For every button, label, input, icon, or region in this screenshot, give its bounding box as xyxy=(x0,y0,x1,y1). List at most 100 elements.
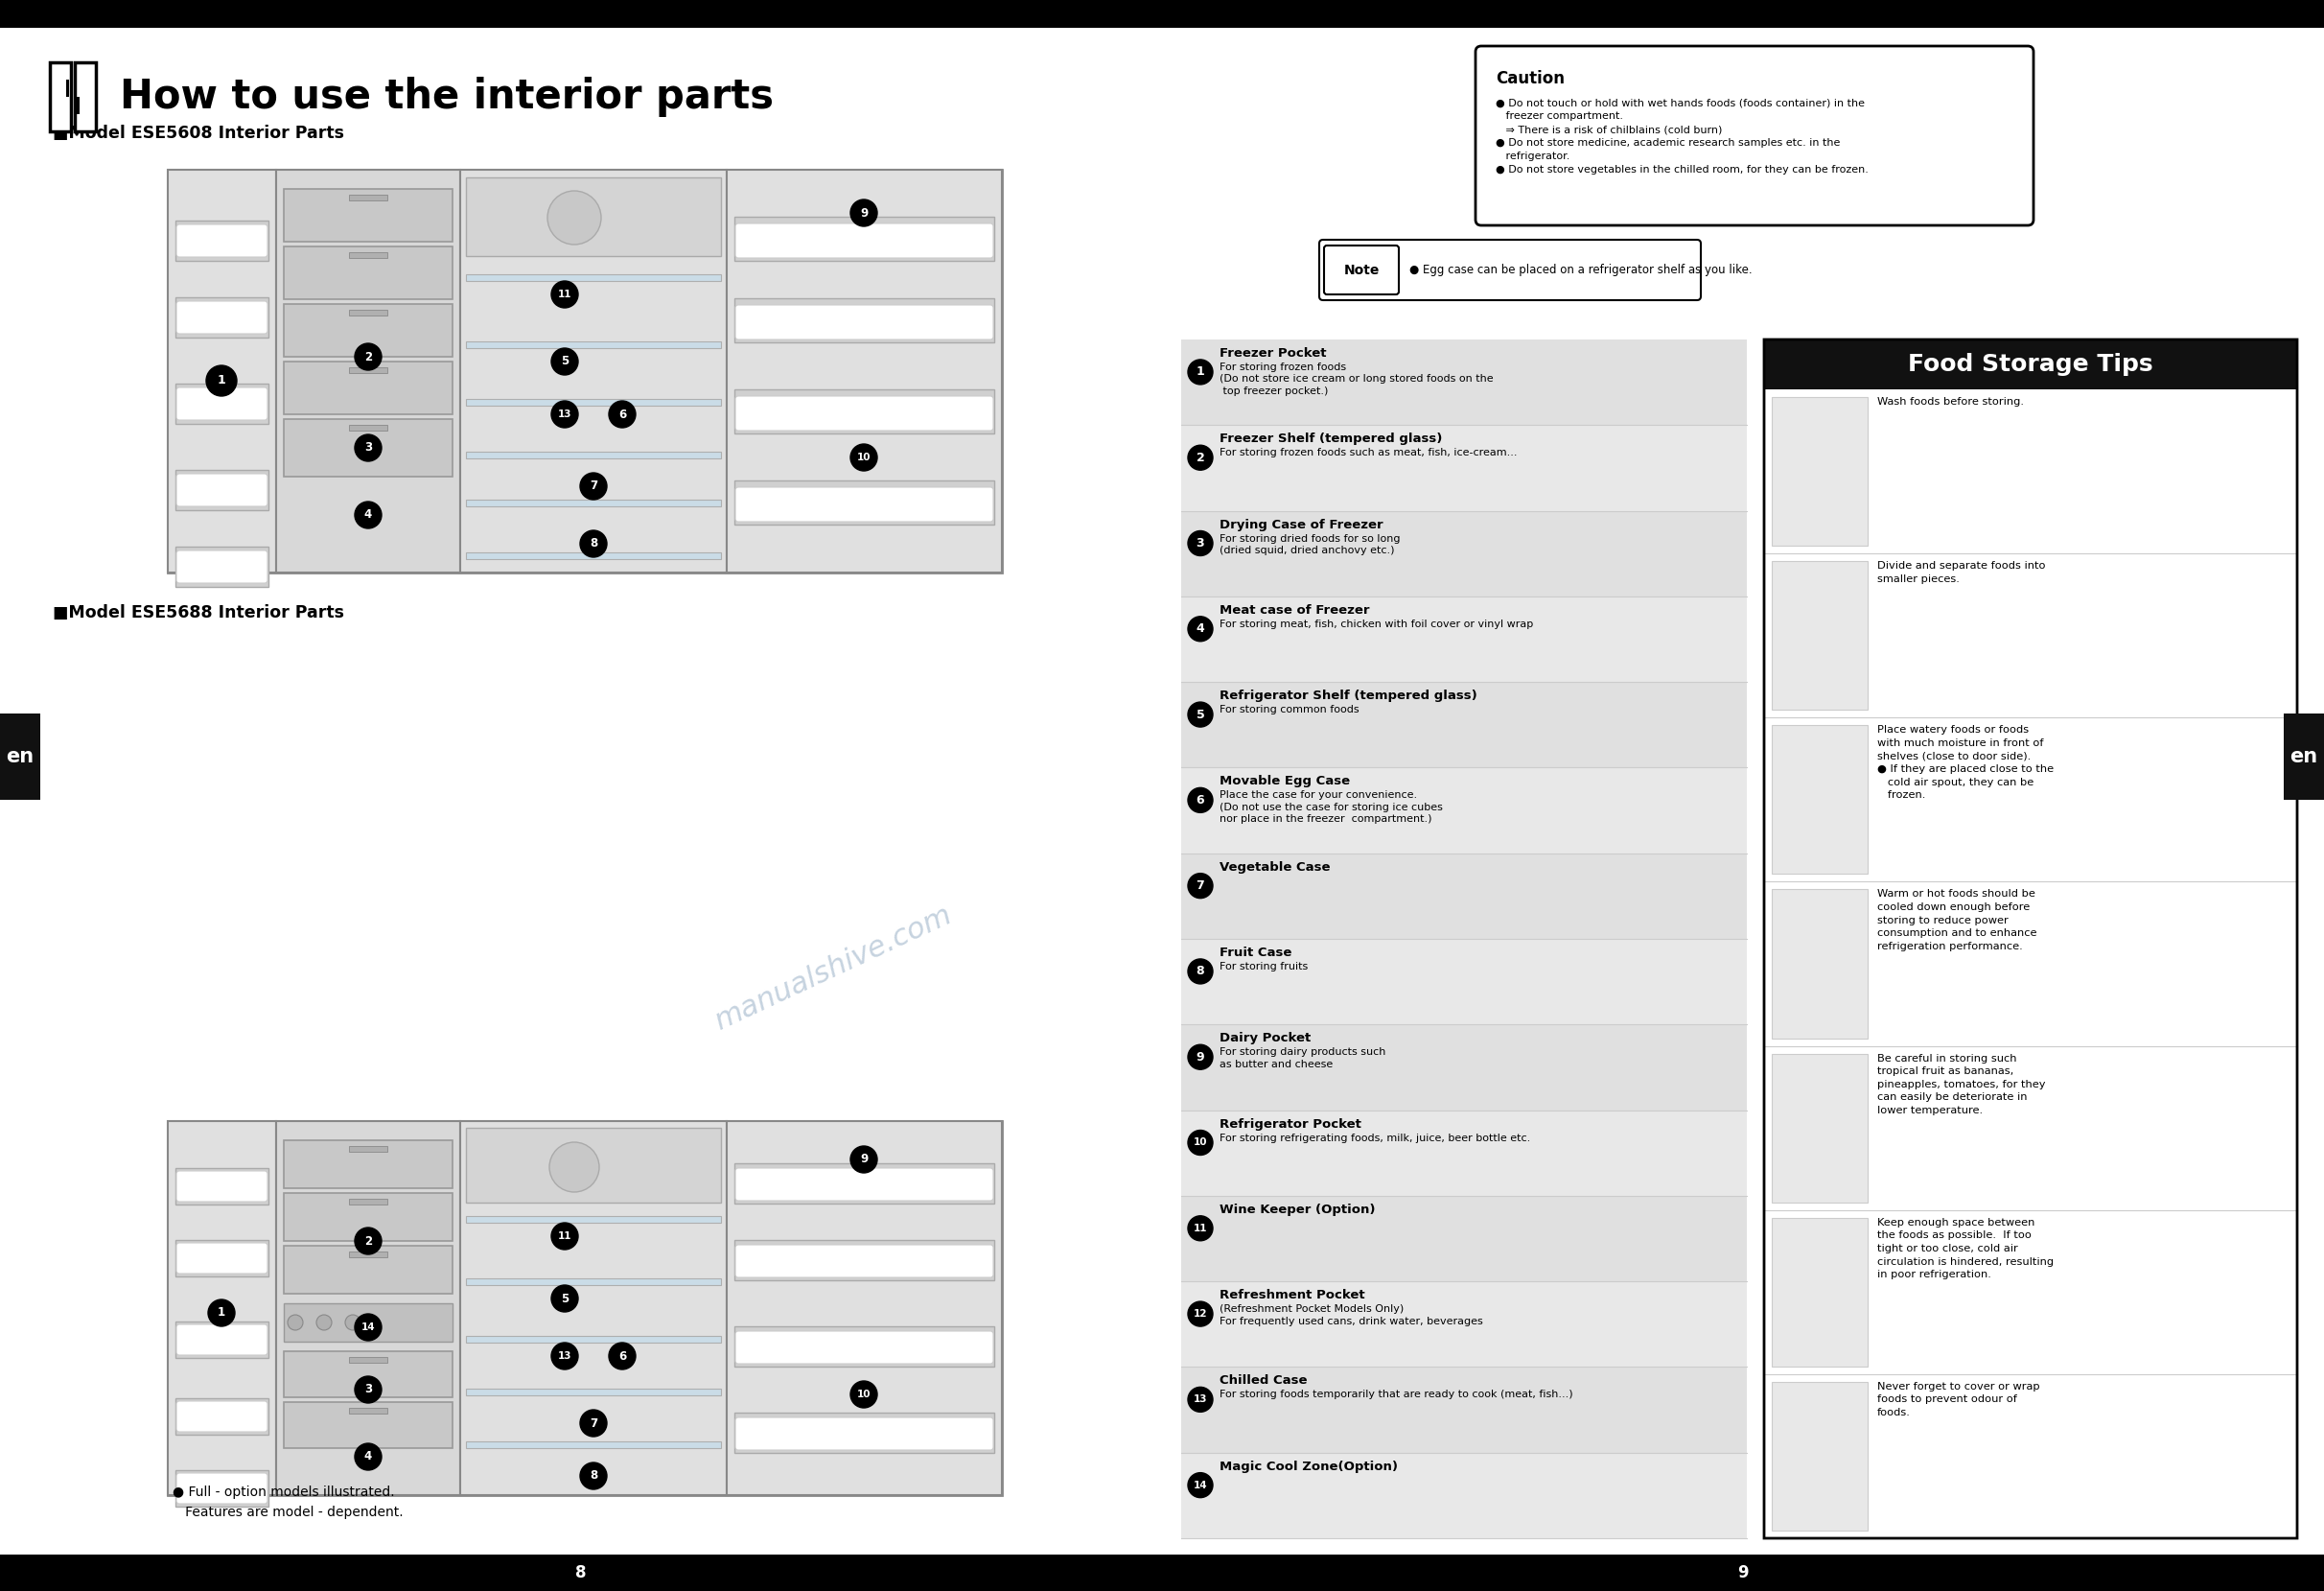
Text: 9: 9 xyxy=(860,207,867,220)
Bar xyxy=(465,452,720,458)
Bar xyxy=(1181,853,1748,939)
Bar xyxy=(465,178,720,256)
Text: Movable Egg Case: Movable Egg Case xyxy=(1220,775,1350,788)
Text: Divide and separate foods into
smaller pieces.: Divide and separate foods into smaller p… xyxy=(1878,562,2045,584)
Bar xyxy=(1181,1367,1748,1453)
Circle shape xyxy=(551,348,579,375)
FancyBboxPatch shape xyxy=(1476,46,2034,226)
Bar xyxy=(465,1336,720,1343)
Bar xyxy=(1771,889,1868,1039)
Text: For storing foods temporarily that are ready to cook (meat, fish...): For storing foods temporarily that are r… xyxy=(1220,1391,1573,1400)
Circle shape xyxy=(288,1314,302,1330)
Text: 3: 3 xyxy=(1197,538,1204,549)
Circle shape xyxy=(1188,873,1213,899)
Bar xyxy=(1771,1383,1868,1531)
Bar xyxy=(465,1216,720,1223)
Bar xyxy=(174,298,270,337)
FancyBboxPatch shape xyxy=(177,474,267,506)
Bar xyxy=(174,1239,270,1276)
Text: 7: 7 xyxy=(1197,880,1204,893)
Bar xyxy=(74,62,95,132)
Bar xyxy=(284,1193,453,1241)
FancyBboxPatch shape xyxy=(734,223,992,258)
FancyBboxPatch shape xyxy=(177,1473,267,1503)
Text: Wash foods before storing.: Wash foods before storing. xyxy=(1878,398,2024,407)
Bar xyxy=(277,1122,460,1496)
Circle shape xyxy=(356,1443,381,1470)
Bar xyxy=(349,194,388,200)
Circle shape xyxy=(1188,360,1213,385)
Bar xyxy=(1181,1281,1748,1367)
Text: For storing frozen foods
(Do not store ice cream or long stored foods on the
 to: For storing frozen foods (Do not store i… xyxy=(1220,363,1494,396)
Circle shape xyxy=(1188,1387,1213,1411)
Circle shape xyxy=(1188,1130,1213,1155)
FancyBboxPatch shape xyxy=(177,1171,267,1201)
Text: Freezer Shelf (tempered glass): Freezer Shelf (tempered glass) xyxy=(1220,433,1443,445)
Bar xyxy=(277,170,460,573)
Text: 6: 6 xyxy=(618,1349,625,1362)
Text: 4: 4 xyxy=(365,509,372,522)
Circle shape xyxy=(548,191,602,245)
Text: Drying Case of Freezer: Drying Case of Freezer xyxy=(1220,519,1383,531)
Circle shape xyxy=(356,1376,381,1403)
Circle shape xyxy=(551,282,579,307)
Text: 13: 13 xyxy=(558,1351,572,1360)
Circle shape xyxy=(551,401,579,428)
Circle shape xyxy=(851,444,876,471)
FancyBboxPatch shape xyxy=(1325,245,1399,294)
Bar xyxy=(465,552,720,558)
Text: 2: 2 xyxy=(1197,452,1204,465)
Text: Magic Cool Zone(Option): Magic Cool Zone(Option) xyxy=(1220,1461,1397,1473)
Bar xyxy=(465,274,720,282)
Text: 4: 4 xyxy=(1197,622,1204,635)
FancyBboxPatch shape xyxy=(177,1324,267,1356)
Text: ● Full - option models illustrated.
   Features are model - dependent.: ● Full - option models illustrated. Feat… xyxy=(172,1486,404,1519)
Circle shape xyxy=(356,501,381,528)
Circle shape xyxy=(1188,1216,1213,1241)
Bar xyxy=(174,383,270,423)
Text: For storing meat, fish, chicken with foil cover or vinyl wrap: For storing meat, fish, chicken with foi… xyxy=(1220,619,1534,628)
Text: 10: 10 xyxy=(1195,1138,1206,1147)
Bar xyxy=(65,80,70,97)
Circle shape xyxy=(346,1314,360,1330)
Text: 8: 8 xyxy=(590,538,597,550)
Bar xyxy=(349,310,388,315)
Bar xyxy=(284,304,453,356)
Circle shape xyxy=(316,1314,332,1330)
Bar xyxy=(460,1122,727,1496)
Bar xyxy=(0,713,40,800)
Text: Keep enough space between
the foods as possible.  If too
tight or too close, col: Keep enough space between the foods as p… xyxy=(1878,1217,2054,1279)
Bar xyxy=(1181,1453,1748,1538)
Text: Warm or hot foods should be
cooled down enough before
storing to reduce power
co: Warm or hot foods should be cooled down … xyxy=(1878,889,2036,951)
Bar xyxy=(174,469,270,511)
Bar xyxy=(734,1239,995,1281)
Circle shape xyxy=(851,199,876,226)
Bar xyxy=(284,189,453,242)
Bar xyxy=(0,1554,2324,1591)
FancyBboxPatch shape xyxy=(177,1402,267,1432)
Bar xyxy=(284,1402,453,1448)
Circle shape xyxy=(356,1314,381,1341)
Circle shape xyxy=(1188,1301,1213,1327)
Bar xyxy=(1771,398,1868,546)
Circle shape xyxy=(609,1343,637,1370)
Text: Refreshment Pocket: Refreshment Pocket xyxy=(1220,1289,1364,1301)
Text: 9: 9 xyxy=(860,1153,867,1166)
Bar xyxy=(465,1389,720,1395)
Text: 1: 1 xyxy=(218,1306,225,1319)
Text: 3: 3 xyxy=(365,1383,372,1395)
Text: 4: 4 xyxy=(365,1451,372,1464)
Circle shape xyxy=(356,1228,381,1254)
Text: 14: 14 xyxy=(360,1322,374,1332)
FancyBboxPatch shape xyxy=(734,1332,992,1363)
Bar xyxy=(1181,339,1748,1538)
Circle shape xyxy=(209,1300,235,1327)
Bar xyxy=(349,1357,388,1363)
Circle shape xyxy=(851,1146,876,1173)
Bar xyxy=(0,0,2324,27)
Text: For storing dried foods for so long
(dried squid, dried anchovy etc.): For storing dried foods for so long (dri… xyxy=(1220,533,1401,555)
Circle shape xyxy=(551,1223,579,1249)
Text: How to use the interior parts: How to use the interior parts xyxy=(121,76,774,118)
Text: 5: 5 xyxy=(560,1292,569,1305)
Text: Wine Keeper (Option): Wine Keeper (Option) xyxy=(1220,1203,1376,1216)
